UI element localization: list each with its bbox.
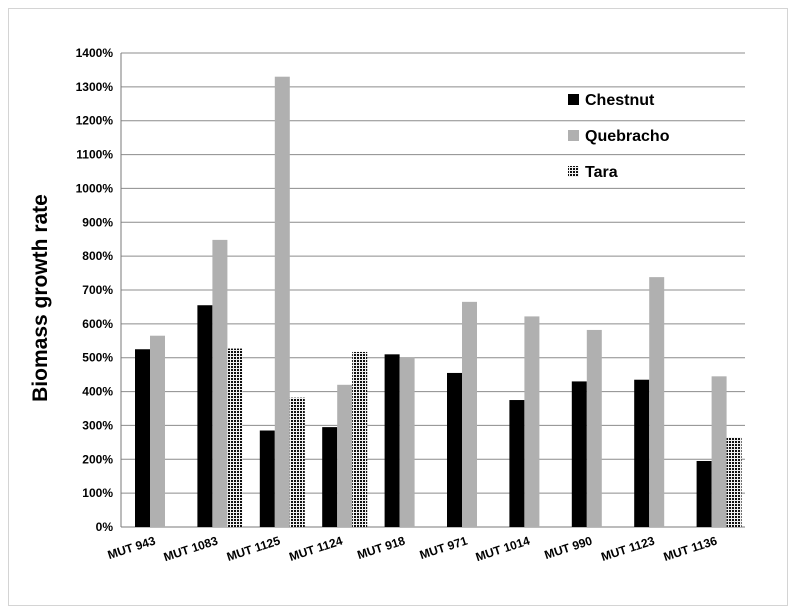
bar-quebracho-mut-1014	[524, 316, 540, 527]
x-tick-label: MUT 1014	[474, 533, 532, 564]
bar-chestnut-mut-1083	[197, 305, 213, 527]
x-tick-label: MUT 943	[106, 533, 158, 562]
bar-quebracho-mut-918	[399, 357, 415, 527]
bar-quebracho-mut-1124	[337, 384, 353, 527]
x-tick-label: MUT 971	[418, 533, 470, 562]
bar-chestnut-mut-1123	[634, 379, 650, 527]
y-axis-title: Biomass growth rate	[29, 194, 52, 402]
bar-tara-mut-1136	[726, 437, 742, 527]
legend-label-tara: Tara	[585, 164, 618, 181]
legend-swatch-quebracho	[568, 130, 579, 141]
x-tick-label: MUT 918	[355, 533, 407, 562]
bar-tara-mut-1124	[352, 351, 368, 527]
x-tick-label: MUT 1124	[287, 533, 344, 564]
y-tick-label: 600%	[82, 317, 113, 331]
y-tick-label: 0%	[96, 520, 114, 534]
y-tick-label: 1400%	[76, 46, 114, 60]
y-tick-label: 1300%	[76, 80, 114, 94]
x-tick-label: MUT 1136	[662, 533, 719, 564]
y-tick-label: 900%	[82, 215, 113, 229]
bar-quebracho-mut-1125	[274, 76, 290, 527]
bar-chestnut-mut-1124	[322, 427, 338, 527]
y-tick-label: 1100%	[76, 148, 113, 162]
bars	[135, 76, 742, 528]
y-tick-label: 1200%	[76, 114, 114, 128]
bar-quebracho-mut-1083	[212, 239, 228, 528]
bar-chestnut-mut-1014	[509, 400, 525, 527]
bar-quebracho-mut-971	[462, 301, 477, 527]
legend-swatch-chestnut	[568, 94, 579, 105]
bar-chestnut-mut-918	[384, 354, 400, 527]
x-tick-label: MUT 1083	[162, 533, 220, 564]
x-tick-label: MUT 990	[543, 533, 595, 562]
legend-swatch-tara	[568, 166, 579, 177]
y-tick-label: 200%	[82, 452, 113, 466]
bar-quebracho-mut-1136	[711, 376, 727, 527]
bar-quebracho-mut-990	[586, 329, 602, 527]
y-tick-label: 400%	[82, 385, 113, 399]
bar-quebracho-mut-1123	[649, 277, 665, 527]
y-tick-label: 700%	[82, 283, 113, 297]
bar-chestnut-mut-990	[571, 381, 587, 527]
y-tick-label: 1000%	[76, 181, 114, 195]
bar-chestnut-mut-943	[135, 349, 150, 527]
legend-label-quebracho: Quebracho	[585, 128, 670, 145]
x-tick-label: MUT 1123	[599, 533, 656, 564]
bar-chestnut-mut-971	[447, 372, 462, 527]
x-tick-label: MUT 1125	[225, 533, 282, 564]
y-tick-label: 100%	[82, 486, 113, 500]
y-tick-label: 500%	[82, 351, 113, 365]
y-tick-label: 300%	[82, 418, 113, 432]
bar-chestnut-mut-1136	[696, 460, 712, 527]
y-tick-label: 800%	[82, 249, 113, 263]
legend-label-chestnut: Chestnut	[585, 92, 655, 109]
bar-tara-mut-1125	[289, 397, 305, 527]
bar-quebracho-mut-943	[150, 335, 165, 527]
bar-tara-mut-1083	[227, 348, 243, 527]
bar-chestnut-mut-1125	[259, 430, 275, 527]
legend: Chestnut Quebracho Tara	[568, 92, 670, 181]
